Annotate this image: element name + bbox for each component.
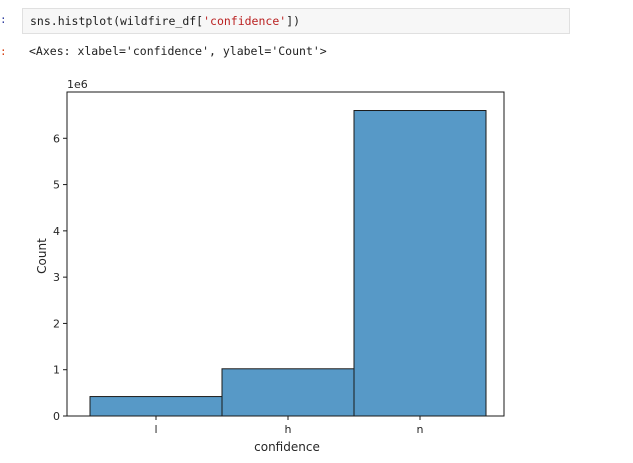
bar-l [89,396,223,417]
y-tick-label: 1 [53,364,60,377]
x-tick-label: l [154,423,157,436]
x-tick-label: n [417,423,424,436]
output-prompt: : [0,45,7,58]
y-tick-label: 0 [53,410,60,423]
x-tick-label: h [285,423,292,436]
code-editor[interactable]: sns.histplot(wildfire_df['confidence']) [22,8,570,34]
offset-text: 1e6 [67,78,88,91]
bar-h [221,368,355,417]
x-axis-label: confidence [254,440,320,454]
code-string: 'confidence' [203,14,287,28]
input-prompt: : [0,13,7,26]
y-tick-label: 2 [53,317,60,330]
output-text: <Axes: xlabel='confidence', ylabel='Coun… [29,44,327,58]
y-tick-label: 5 [53,179,60,192]
y-tick-label: 3 [53,271,60,284]
y-tick-label: 6 [53,132,60,145]
input-cell[interactable]: sns.histplot(wildfire_df['confidence']) [0,8,572,34]
code-text-end: ]) [286,14,301,28]
y-tick-label: 4 [53,225,60,238]
bars [89,110,487,417]
y-ticks: 0 1 2 3 4 5 6 [53,132,67,423]
y-axis-label: Count [35,238,49,274]
bar-n [353,110,487,417]
plot-frame [66,91,505,417]
code-text: sns.histplot(wildfire_df[ [30,14,204,28]
